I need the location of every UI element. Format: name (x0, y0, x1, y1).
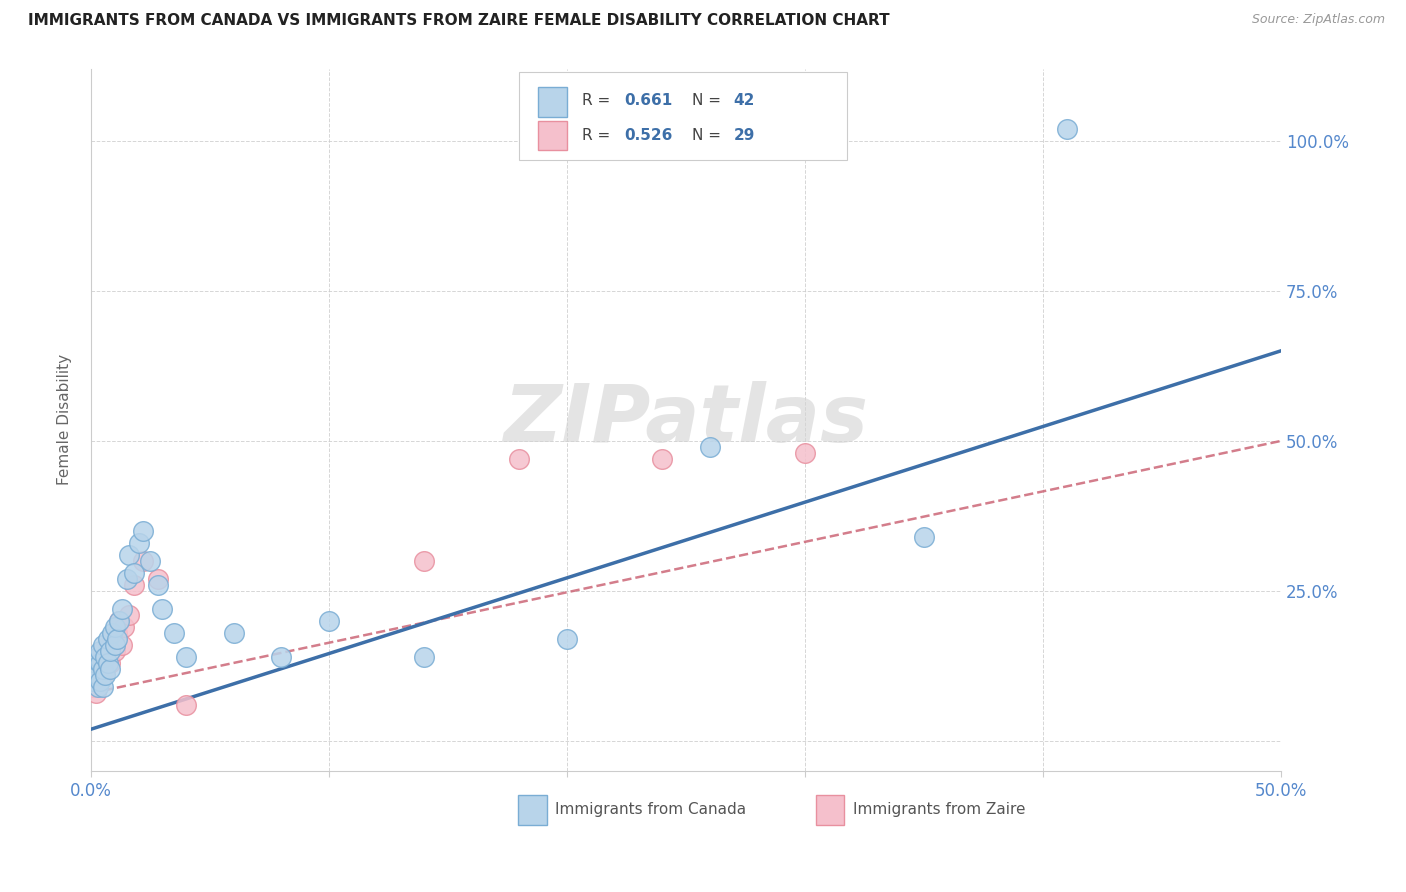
Point (104, 644, 127, 658)
FancyBboxPatch shape (538, 87, 567, 117)
Point (89, 644, 111, 658)
Point (94, 662, 117, 676)
Point (699, 440, 721, 454)
Point (89, 656, 111, 670)
Point (146, 578, 169, 592)
Point (105, 626, 128, 640)
Point (508, 452, 530, 467)
Point (87, 650, 110, 665)
Text: 0.661: 0.661 (624, 94, 672, 108)
Point (118, 608, 141, 623)
Point (87, 674, 110, 689)
Point (150, 602, 173, 616)
Text: N =: N = (692, 94, 725, 108)
Point (651, 452, 673, 467)
Point (94, 650, 117, 665)
Text: ZIPatlas: ZIPatlas (503, 381, 869, 458)
Text: 29: 29 (734, 128, 755, 143)
Point (98, 662, 121, 676)
Point (91, 668, 114, 682)
Point (84, 662, 107, 676)
Point (1056, 121, 1078, 136)
Text: R =: R = (582, 128, 616, 143)
Text: IMMIGRANTS FROM CANADA VS IMMIGRANTS FROM ZAIRE FEMALE DISABILITY CORRELATION CH: IMMIGRANTS FROM CANADA VS IMMIGRANTS FRO… (28, 13, 890, 29)
Point (91, 638, 114, 652)
FancyBboxPatch shape (815, 795, 844, 825)
Point (174, 650, 197, 665)
Point (146, 572, 169, 586)
Point (98, 644, 121, 658)
Point (91, 680, 114, 694)
Point (108, 614, 131, 628)
Y-axis label: Female Disability: Female Disability (58, 354, 72, 485)
Text: Source: ZipAtlas.com: Source: ZipAtlas.com (1251, 13, 1385, 27)
Point (115, 572, 138, 586)
Point (139, 554, 162, 568)
Point (84, 656, 107, 670)
Text: Immigrants from Zaire: Immigrants from Zaire (852, 803, 1025, 817)
Point (82, 680, 104, 694)
Point (98, 656, 121, 670)
Point (101, 626, 124, 640)
Point (270, 650, 292, 665)
Point (122, 566, 145, 580)
Point (132, 524, 155, 538)
FancyBboxPatch shape (519, 72, 846, 160)
Point (97, 656, 120, 670)
Point (174, 698, 197, 713)
Point (91, 644, 114, 658)
Point (105, 632, 128, 647)
Text: Immigrants from Canada: Immigrants from Canada (555, 803, 747, 817)
Point (87, 650, 110, 665)
Point (97, 650, 120, 665)
Point (82, 674, 104, 689)
Point (912, 530, 935, 544)
Text: N =: N = (692, 128, 725, 143)
Point (112, 620, 135, 634)
Text: 42: 42 (734, 94, 755, 108)
Point (222, 626, 245, 640)
Point (84, 668, 107, 682)
FancyBboxPatch shape (519, 795, 547, 825)
Point (111, 602, 134, 616)
Point (555, 632, 578, 647)
Point (108, 614, 131, 628)
Point (132, 554, 155, 568)
Point (163, 626, 186, 640)
FancyBboxPatch shape (538, 120, 567, 150)
Point (111, 638, 134, 652)
Point (122, 578, 145, 592)
Point (118, 548, 141, 562)
Point (84, 686, 107, 700)
Point (128, 536, 150, 550)
Point (87, 668, 110, 682)
Point (97, 638, 120, 652)
Point (318, 614, 340, 628)
Point (89, 674, 111, 689)
Point (794, 446, 817, 460)
Point (413, 554, 436, 568)
Text: R =: R = (582, 94, 616, 108)
Point (97, 632, 120, 647)
Point (89, 674, 111, 689)
Point (101, 632, 124, 647)
Point (87, 680, 110, 694)
Point (104, 638, 127, 652)
Point (87, 662, 110, 676)
Point (413, 650, 436, 665)
Point (91, 662, 114, 676)
Point (104, 620, 127, 634)
Point (94, 668, 117, 682)
Point (89, 656, 111, 670)
Text: 0.526: 0.526 (624, 128, 672, 143)
